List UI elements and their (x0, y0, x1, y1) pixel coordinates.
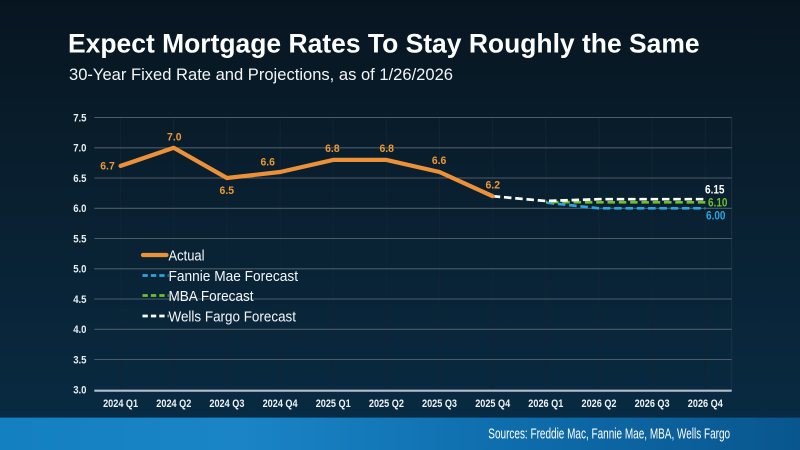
svg-text:2024 Q2: 2024 Q2 (156, 398, 191, 410)
svg-text:6.15: 6.15 (705, 182, 725, 196)
svg-text:Wells Fargo Forecast: Wells Fargo Forecast (169, 308, 297, 325)
svg-text:5.5: 5.5 (73, 233, 86, 245)
svg-text:6.8: 6.8 (379, 143, 394, 155)
svg-text:6.6: 6.6 (432, 155, 447, 167)
svg-text:3.0: 3.0 (73, 385, 86, 397)
svg-text:4.0: 4.0 (73, 324, 86, 336)
svg-text:6.2: 6.2 (486, 180, 501, 192)
svg-text:2026 Q4: 2026 Q4 (688, 398, 724, 410)
svg-text:6.5: 6.5 (73, 173, 86, 185)
svg-text:Expect Mortgage Rates To Stay: Expect Mortgage Rates To Stay Roughly th… (68, 29, 700, 59)
svg-text:3.5: 3.5 (73, 354, 86, 366)
svg-text:6.7: 6.7 (100, 161, 115, 173)
svg-text:5.0: 5.0 (73, 264, 86, 276)
svg-text:6.10: 6.10 (708, 195, 728, 209)
svg-text:2026 Q3: 2026 Q3 (635, 398, 670, 410)
svg-text:6.5: 6.5 (220, 185, 235, 197)
svg-text:2026 Q1: 2026 Q1 (528, 398, 563, 410)
svg-text:Fannie Mae Forecast: Fannie Mae Forecast (169, 268, 299, 285)
svg-text:2024 Q1: 2024 Q1 (103, 398, 138, 410)
svg-text:2024 Q3: 2024 Q3 (209, 398, 244, 410)
svg-text:30-Year Fixed Rate and Project: 30-Year Fixed Rate and Projections, as o… (69, 66, 453, 84)
svg-text:6.0: 6.0 (73, 203, 86, 215)
svg-text:7.0: 7.0 (167, 131, 182, 143)
svg-text:4.5: 4.5 (73, 294, 86, 306)
svg-text:2025 Q2: 2025 Q2 (369, 398, 404, 410)
svg-text:6.6: 6.6 (260, 157, 275, 169)
svg-text:7.5: 7.5 (73, 112, 86, 124)
svg-text:2026 Q2: 2026 Q2 (582, 398, 617, 410)
svg-text:6.00: 6.00 (706, 208, 726, 222)
svg-text:2024 Q4: 2024 Q4 (263, 398, 299, 410)
svg-text:2025 Q3: 2025 Q3 (422, 398, 457, 410)
svg-text:2025 Q4: 2025 Q4 (475, 398, 511, 410)
svg-text:MBA Forecast: MBA Forecast (169, 288, 255, 305)
svg-text:6.8: 6.8 (325, 143, 340, 155)
svg-text:Sources: Freddie Mac, Fannie M: Sources: Freddie Mac, Fannie Mae, MBA, W… (488, 427, 730, 443)
svg-text:Actual: Actual (169, 247, 205, 264)
svg-text:7.0: 7.0 (73, 143, 86, 155)
svg-text:2025 Q1: 2025 Q1 (316, 398, 351, 410)
